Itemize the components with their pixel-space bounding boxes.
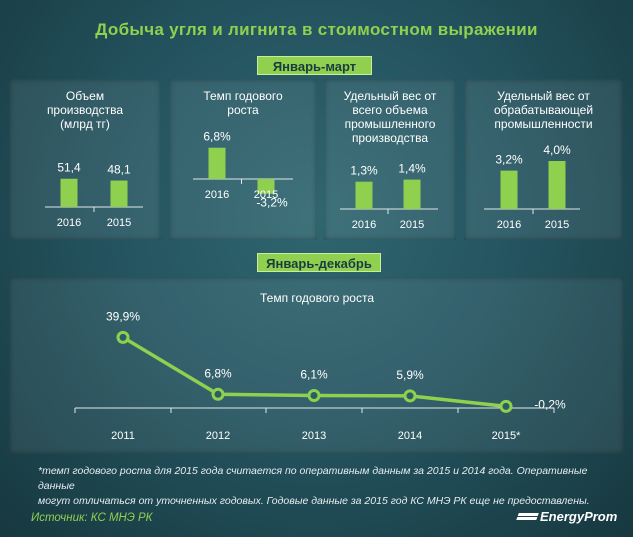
- panel-share-industrial: Удельный вес от всего объема промышленного…: [324, 79, 456, 240]
- x-tick-label: 2015*: [492, 430, 521, 442]
- panel-growth-rate: Темп годового роста 6,8% 2016 -3,2% 2015: [169, 79, 317, 240]
- bar-value-label: -3,2%: [256, 196, 288, 210]
- panel-title-line: обрабатывающей: [493, 103, 594, 117]
- bar-value-label: 1,3%: [350, 164, 378, 178]
- category-label: 2016: [57, 217, 81, 229]
- bar: [548, 161, 566, 209]
- data-point: [211, 387, 225, 401]
- panel-title-line: промышленности: [494, 117, 593, 131]
- footnote-line-2: могут отличаться от уточненных годовых. …: [38, 495, 590, 507]
- panel-title-line: производства: [351, 131, 429, 145]
- category-label: 2015: [545, 219, 569, 231]
- bar-chart-growth-rate: 6,8% 2016 -3,2%2015: [193, 130, 293, 210]
- panel-title-line: Удельный вес от: [343, 89, 437, 103]
- bar: [257, 179, 275, 194]
- data-label: -0,2%: [534, 397, 566, 411]
- panel-title-line: роста: [227, 103, 259, 117]
- category-label: 2015: [254, 189, 278, 201]
- logo-mark-icon: [515, 512, 539, 523]
- data-label: 6,8%: [204, 366, 232, 380]
- x-tick-label: 2014: [398, 430, 422, 442]
- page-title: Добыча угля и лигнита в стоимостном выра…: [95, 20, 538, 39]
- bar-value-label: 1,4%: [398, 162, 426, 176]
- data-label: 39,9%: [106, 309, 140, 323]
- data-point: [307, 389, 321, 403]
- logo-text: EnergyProm: [540, 509, 618, 524]
- panel-production-volume: Объем производства (млрд тг) 51,4 2016 48,1 2…: [9, 79, 161, 240]
- data-point: [116, 330, 130, 344]
- category-label: 2015: [400, 219, 424, 231]
- bar-chart-share-manufacturing: 3,2% 2016 4,0% 2015: [484, 143, 580, 231]
- bar-chart-share-industrial: 1,3% 2016 1,4% 2015: [340, 162, 438, 231]
- panel-title: Удельный вес от обрабатывающей промышленно…: [464, 89, 623, 131]
- panel-share-manufacturing: Удельный вес от обрабатывающей промышленно…: [464, 79, 623, 240]
- panel-title-line: Удельный вес от: [497, 89, 590, 103]
- panel-title-line: Темп годового: [203, 89, 283, 103]
- bar: [208, 147, 226, 179]
- data-label: 6,1%: [300, 368, 328, 382]
- section-label-year: Январь-декабрь: [257, 253, 381, 272]
- bar: [60, 178, 78, 207]
- panel-title-line: всего объема: [352, 103, 428, 117]
- panel-title: Удельный вес от всего объема промышленного…: [324, 89, 456, 145]
- footnote-line-1: *темп годового роста для 2015 года счита…: [38, 465, 588, 492]
- panel-title-line: Объем: [65, 89, 105, 103]
- bar-value-label: 4,0%: [543, 143, 571, 157]
- bar: [355, 181, 373, 209]
- bar-value-label: 51,4: [57, 161, 81, 175]
- panel-title: Темп годового роста: [169, 89, 317, 117]
- line-chart-title: Темп годового роста: [260, 291, 374, 305]
- bar: [403, 179, 421, 209]
- data-point: [403, 389, 417, 403]
- line-chart-annual-growth: Темп годового роста 39,9% 2011 6,8% 2012 6,1%…: [74, 291, 566, 442]
- bar-value-label: 6,8%: [203, 130, 231, 144]
- bar: [110, 180, 128, 207]
- bar-value-label: 3,2%: [495, 153, 523, 167]
- bar-chart-production-volume: 51,4 2016 48,1 2015: [45, 161, 143, 229]
- data-point: [499, 399, 513, 413]
- footnote: *темп годового роста для 2015 года счита…: [38, 464, 608, 509]
- panel-title: Объем производства (млрд тг): [9, 89, 161, 131]
- bar-value-label: 48,1: [107, 163, 131, 177]
- section-label-q1: Январь-март: [257, 56, 372, 75]
- bar: [500, 170, 518, 209]
- source-note: Источник: КС МНЭ РК: [31, 512, 153, 524]
- category-label: 2016: [497, 219, 521, 231]
- data-label: 5,9%: [396, 368, 424, 382]
- category-label: 2015: [107, 217, 131, 229]
- panel-title-line: производства: [46, 103, 124, 117]
- x-tick-label: 2011: [111, 430, 135, 442]
- category-label: 2016: [352, 219, 376, 231]
- panel-title-line: (млрд тг): [60, 117, 110, 131]
- x-tick-label: 2012: [206, 430, 230, 442]
- panel-annual-growth: Темп годового роста 39,9% 2011 6,8% 2012 6,1%…: [9, 277, 624, 454]
- energyprom-logo: EnergyProm: [515, 509, 618, 524]
- x-tick-label: 2013: [302, 430, 326, 442]
- category-label: 2016: [205, 189, 229, 201]
- panel-title-line: промышленного: [344, 117, 436, 131]
